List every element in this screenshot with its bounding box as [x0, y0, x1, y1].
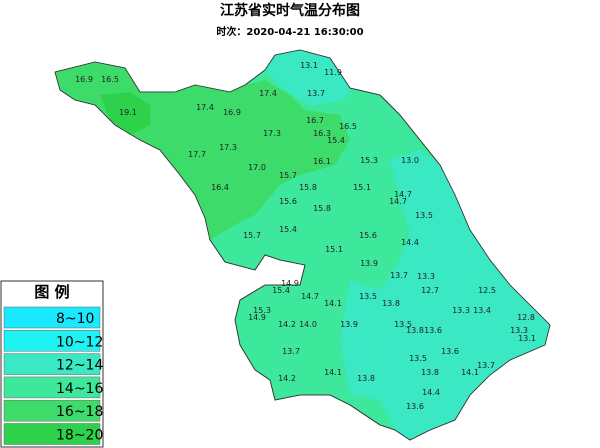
station-value: 17.7	[188, 150, 206, 159]
station-value: 16.1	[313, 157, 331, 166]
station-value: 15.7	[243, 231, 261, 240]
station-value: 15.6	[279, 197, 297, 206]
title: 江苏省实时气温分布图	[220, 2, 360, 19]
station-value: 12.7	[421, 286, 439, 295]
station-value: 14.0	[299, 320, 317, 329]
station-value: 13.1	[518, 334, 536, 343]
legend-swatch	[3, 330, 101, 352]
station-value: 13.9	[340, 320, 358, 329]
station-value: 17.4	[259, 89, 277, 98]
station-value: 15.8	[313, 204, 331, 213]
station-value: 13.9	[360, 259, 378, 268]
station-value: 13.8	[382, 299, 400, 308]
station-value: 13.3	[510, 326, 528, 335]
station-value: 13.3	[452, 306, 470, 315]
station-value: 13.5	[409, 354, 427, 363]
station-value: 14.1	[461, 368, 479, 377]
station-value: 17.3	[263, 129, 281, 138]
station-value: 15.3	[253, 306, 271, 315]
legend-label: 10~12	[56, 334, 103, 350]
regions	[54, 49, 551, 441]
station-value: 13.0	[401, 156, 419, 165]
legend: 图 例 8~10 10~12 12~14 14~16 16~18 18~20	[0, 280, 104, 448]
zone-18-20	[100, 92, 150, 135]
station-value: 13.7	[390, 271, 408, 280]
station-value: 14.2	[278, 320, 296, 329]
station-value: 13.8	[357, 374, 375, 383]
station-value: 16.3	[313, 129, 331, 138]
station-value: 16.5	[101, 75, 119, 84]
station-value: 13.8	[406, 326, 424, 335]
station-value: 13.6	[424, 326, 442, 335]
station-value: 13.5	[415, 211, 433, 220]
legend-title: 图 例	[34, 283, 69, 301]
station-value: 15.1	[325, 245, 343, 254]
legend-swatch	[3, 376, 101, 399]
subtitle: 时次：2020-04-21 16:30:00	[216, 25, 363, 38]
station-value: 13.5	[359, 292, 377, 301]
stations: 16.9 16.5 19.1 17.4 17.4 16.9 17.3 16.7 16.5 16.3…	[75, 61, 536, 411]
station-value: 17.4	[196, 103, 214, 112]
station-value: 11.9	[324, 68, 342, 77]
station-value: 13.6	[406, 402, 424, 411]
station-value: 15.4	[327, 136, 345, 145]
station-value: 13.4	[473, 306, 491, 315]
station-value: 16.7	[306, 116, 324, 125]
station-value: 15.8	[299, 183, 317, 192]
station-value: 14.7	[394, 190, 412, 199]
zone-12-14-east	[370, 150, 550, 440]
legend-swatch	[3, 399, 101, 422]
station-value: 14.4	[422, 388, 440, 397]
station-value: 15.4	[279, 225, 297, 234]
station-value: 14.1	[324, 299, 342, 308]
station-value: 13.6	[441, 347, 459, 356]
station-value: 13.7	[307, 89, 325, 98]
legend-label: 12~14	[56, 358, 103, 374]
station-value: 16.9	[75, 75, 93, 84]
station-value: 12.8	[517, 313, 535, 322]
station-value: 15.7	[279, 171, 297, 180]
station-value: 15.6	[359, 231, 377, 240]
station-value: 14.7	[389, 197, 407, 206]
legend-label: 14~16	[56, 381, 103, 397]
station-value: 14.9	[248, 313, 266, 322]
station-value: 13.7	[282, 347, 300, 356]
station-value: 15.4	[272, 286, 290, 295]
station-value: 16.5	[339, 122, 357, 131]
zone-12-14-south	[340, 280, 380, 400]
station-value: 14.7	[301, 292, 319, 301]
station-value: 13.5	[394, 320, 412, 329]
legend-label: 16~18	[56, 404, 103, 420]
station-value: 14.9	[281, 279, 299, 288]
station-value: 14.1	[324, 368, 342, 377]
station-value: 13.3	[417, 272, 435, 281]
outline	[54, 49, 551, 441]
station-value: 13.8	[421, 368, 439, 377]
station-value: 17.3	[219, 143, 237, 152]
legend-swatch	[3, 306, 101, 329]
station-value: 14.4	[401, 238, 419, 247]
station-value: 13.7	[477, 361, 495, 370]
station-value: 19.1	[119, 108, 137, 117]
station-value: 17.0	[248, 163, 266, 172]
station-value: 16.4	[211, 183, 229, 192]
legend-label: 18~20	[56, 428, 103, 444]
legend-label: 8~10	[56, 311, 94, 327]
station-value: 12.5	[478, 286, 496, 295]
legend-swatch	[3, 423, 101, 445]
station-value: 15.3	[360, 156, 378, 165]
station-value: 15.1	[353, 183, 371, 192]
station-value: 16.9	[223, 108, 241, 117]
zone-12-14-north	[265, 50, 350, 105]
station-value: 14.2	[278, 374, 296, 383]
legend-swatch	[3, 353, 101, 375]
station-value: 13.1	[300, 61, 318, 70]
